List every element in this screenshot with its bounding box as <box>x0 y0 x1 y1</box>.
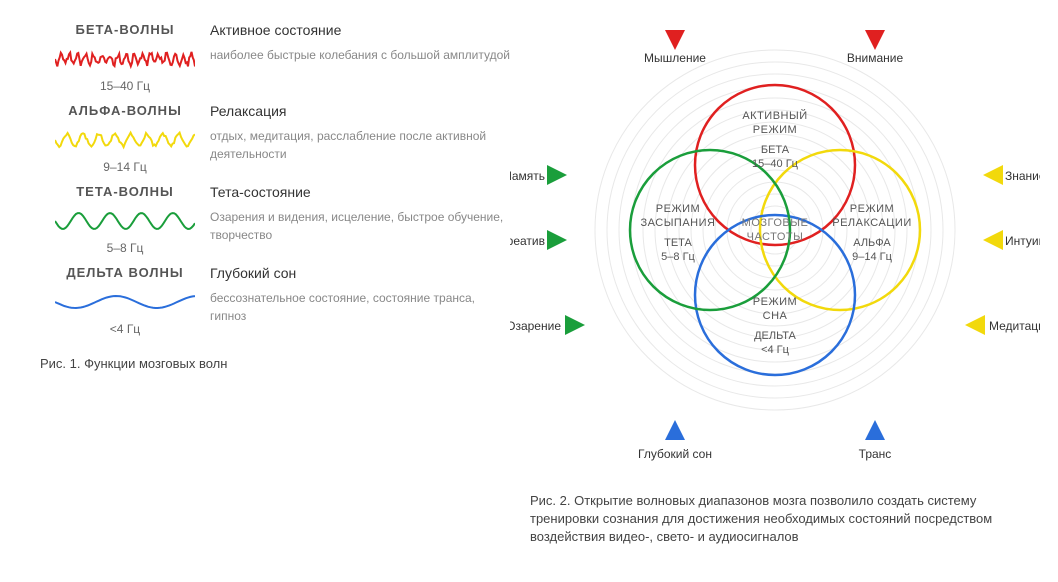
venn-outer-label: Знание <box>1005 169 1040 183</box>
wave-freq: 15–40 Гц <box>40 79 210 93</box>
venn-outer-label: Память <box>510 169 545 183</box>
venn-center: ЧАСТОТЫ <box>747 231 804 243</box>
venn-outer-label: Интуиция <box>1005 234 1040 248</box>
wave-row: БЕТА-ВОЛНЫ 15–40 Гц Активное состояние наиб… <box>40 20 540 93</box>
venn-label: ЗАСЫПАНИЯ <box>641 217 716 229</box>
venn-label: АКТИВНЫЙ <box>742 109 807 122</box>
wave-state: Тета-состояние <box>210 184 510 200</box>
wave-desc: Озарения и видения, исцеление, быстрое о… <box>210 208 510 244</box>
venn-outer-label: Озарение <box>510 319 561 333</box>
wave-freq: 9–14 Гц <box>40 160 210 174</box>
venn-label: РЕЖИМ <box>656 203 700 215</box>
wave-row: ТЕТА-ВОЛНЫ 5–8 Гц Тета-состояние Озарения и… <box>40 182 540 255</box>
arrow-icon <box>965 315 985 335</box>
venn-label: СНА <box>763 310 788 322</box>
fig1-caption: Рис. 1. Функции мозговых волн <box>40 356 540 371</box>
arrow-icon <box>983 230 1003 250</box>
wave-desc: отдых, медитация, расслабление после акт… <box>210 127 510 163</box>
arrow-icon <box>565 315 585 335</box>
arrow-icon <box>547 165 567 185</box>
wave-freq: <4 Гц <box>40 322 210 336</box>
wave-legend: БЕТА-ВОЛНЫ 15–40 Гц Активное состояние наиб… <box>0 0 540 371</box>
venn-circle-left <box>630 150 790 310</box>
venn-outer-label: Внимание <box>847 51 904 65</box>
wave-title: ТЕТА-ВОЛНЫ <box>40 184 210 199</box>
wave-icon <box>55 126 195 154</box>
wave-state: Активное состояние <box>210 22 510 38</box>
wave-desc: бессознательное состояние, состояние тра… <box>210 289 510 325</box>
venn-outer-label: Глубокий сон <box>638 447 712 461</box>
arrow-icon <box>665 30 685 50</box>
venn-outer-label: Медитация <box>989 319 1040 333</box>
venn-diagram: АКТИВНЫЙ РЕЖИМ БЕТА 15–40 Гц РЕЖИМ РЕЛАКСАЦИИ… <box>510 0 1040 470</box>
wave-title: ДЕЛЬТА ВОЛНЫ <box>40 265 210 280</box>
wave-icon <box>55 45 195 73</box>
venn-label: РЕЖИМ <box>850 203 894 215</box>
venn-label: 5–8 Гц <box>661 251 695 263</box>
wave-title: АЛЬФА-ВОЛНЫ <box>40 103 210 118</box>
venn-label: 9–14 Гц <box>852 251 892 263</box>
venn-outer-label: Креатив <box>510 234 545 248</box>
arrow-icon <box>865 420 885 440</box>
arrow-icon <box>983 165 1003 185</box>
arrow-icon <box>865 30 885 50</box>
venn-circle-right <box>760 150 920 310</box>
venn-label: РЕЖИМ <box>753 124 797 136</box>
fig2-caption: Рис. 2. Открытие волновых диапазонов моз… <box>530 492 1030 547</box>
wave-state: Релаксация <box>210 103 510 119</box>
wave-row: ДЕЛЬТА ВОЛНЫ <4 Гц Глубокий сон бессознател… <box>40 263 540 336</box>
wave-desc: наиболее быстрые колебания с большой амп… <box>210 46 510 64</box>
venn-outer-label: Транс <box>859 447 892 461</box>
venn-label: БЕТА <box>761 144 790 156</box>
wave-row: АЛЬФА-ВОЛНЫ 9–14 Гц Релаксация отдых, медит… <box>40 101 540 174</box>
wave-icon <box>55 207 195 235</box>
venn-label: ДЕЛЬТА <box>754 330 796 342</box>
venn-label: 15–40 Гц <box>752 158 799 170</box>
wave-state: Глубокий сон <box>210 265 510 281</box>
venn-label: АЛЬФА <box>853 237 891 249</box>
wave-icon <box>55 288 195 316</box>
venn-label: <4 Гц <box>761 344 790 356</box>
venn-label: РЕЛАКСАЦИИ <box>832 217 912 229</box>
wave-title: БЕТА-ВОЛНЫ <box>40 22 210 37</box>
venn-center: МОЗГОВЫЕ <box>742 217 809 229</box>
arrow-icon <box>547 230 567 250</box>
wave-freq: 5–8 Гц <box>40 241 210 255</box>
arrow-icon <box>665 420 685 440</box>
venn-label: ТЕТА <box>664 237 692 249</box>
venn-label: РЕЖИМ <box>753 296 797 308</box>
venn-outer-label: Мышление <box>644 51 706 65</box>
